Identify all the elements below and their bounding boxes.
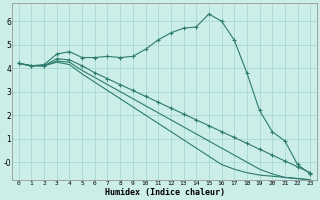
X-axis label: Humidex (Indice chaleur): Humidex (Indice chaleur) (105, 188, 225, 197)
